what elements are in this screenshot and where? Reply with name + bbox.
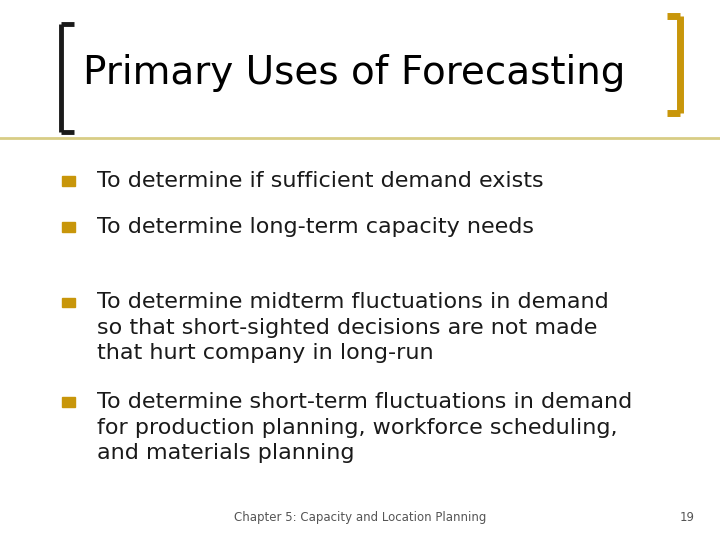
Text: To determine if sufficient demand exists: To determine if sufficient demand exists — [97, 171, 544, 191]
Bar — [62, 222, 75, 232]
Bar — [62, 397, 75, 407]
Text: 19: 19 — [680, 511, 695, 524]
Text: Primary Uses of Forecasting: Primary Uses of Forecasting — [83, 54, 625, 92]
Bar — [62, 176, 75, 186]
Text: Chapter 5: Capacity and Location Planning: Chapter 5: Capacity and Location Plannin… — [234, 511, 486, 524]
Text: To determine long-term capacity needs: To determine long-term capacity needs — [97, 217, 534, 237]
Bar — [62, 298, 75, 307]
Text: To determine midterm fluctuations in demand
so that short-sighted decisions are : To determine midterm fluctuations in dem… — [97, 292, 609, 363]
Text: To determine short-term fluctuations in demand
for production planning, workforc: To determine short-term fluctuations in … — [97, 392, 632, 463]
